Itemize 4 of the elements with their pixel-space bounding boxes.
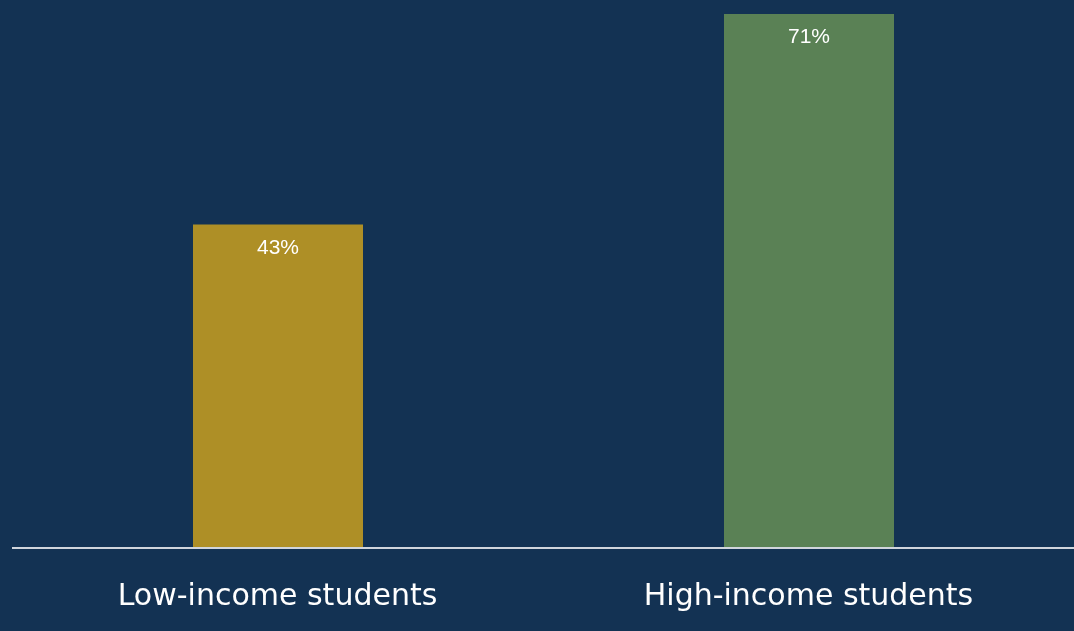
data-label: 43%	[256, 234, 300, 258]
data-label: 71%	[787, 23, 831, 47]
x-tick-label: High-income students	[643, 577, 974, 613]
x-tick-label: Low-income students	[117, 577, 438, 613]
